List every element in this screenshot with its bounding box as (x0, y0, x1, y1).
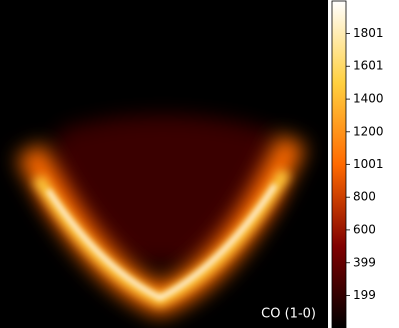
image: CO (1-0) (0, 0, 328, 328)
colorbar-tick-label: 399 (353, 255, 376, 269)
annotation: CO (1-0) (261, 307, 316, 322)
colorbar-tick-label: 1400 (353, 92, 384, 106)
emission-peak (46, 183, 277, 301)
colorbar-tick-label: 600 (353, 222, 376, 236)
colorbar-tick-label: 800 (353, 190, 376, 204)
colorbar-tick-label: 1200 (353, 124, 384, 138)
colorbar (331, 0, 347, 328)
colorbar-tick-label: 1001 (353, 157, 384, 171)
colorbar-tick-label: 199 (353, 288, 376, 302)
colorbar-tick-label: 1601 (353, 59, 384, 73)
emission-halo (40, 115, 280, 265)
colorbar-tick-label: 1801 (353, 26, 384, 40)
